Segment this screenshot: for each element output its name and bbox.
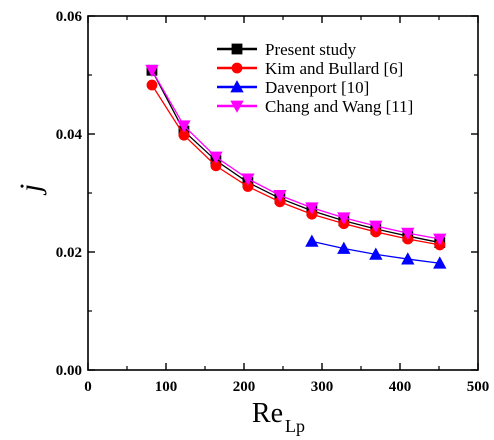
x-tick-label: 500 [467, 379, 490, 395]
axis-ticks: 0 100 200 300 400 500 0.00 0.02 0.04 0.06 [56, 9, 490, 395]
legend-label: Davenport [10] [265, 78, 369, 97]
series-4 [145, 64, 447, 246]
data-point [401, 227, 415, 240]
x-tick-label: 100 [155, 379, 178, 395]
legend-item: Davenport [10] [217, 78, 369, 97]
series-3 [305, 234, 447, 269]
legend-marker [231, 43, 243, 55]
data-point [337, 212, 351, 225]
series-line [151, 69, 440, 240]
x-tick-label: 200 [233, 379, 256, 395]
data-point [433, 256, 447, 269]
data-point [305, 202, 319, 215]
x-tick-label: 0 [84, 379, 92, 395]
x-axis-label: Re [252, 398, 283, 429]
data-point [337, 241, 351, 254]
data-point [241, 173, 255, 186]
legend-marker [230, 100, 244, 113]
legend-item: Chang and Wang [11] [217, 97, 413, 116]
series-line [151, 69, 440, 244]
x-axis-label-subscript: Lp [285, 416, 305, 436]
data-point [145, 64, 159, 78]
data-point [177, 120, 191, 133]
y-tick-label: 0.00 [56, 363, 82, 379]
legend-label: Kim and Bullard [6] [265, 59, 403, 78]
data-point [305, 234, 319, 247]
x-tick-label: 300 [311, 379, 334, 395]
legend-marker [231, 62, 243, 74]
x-tick-label: 400 [389, 379, 412, 395]
y-tick-label: 0.06 [56, 9, 83, 25]
data-point [209, 151, 223, 164]
data-point [369, 247, 383, 260]
data-point [273, 189, 287, 203]
data-point [401, 252, 415, 265]
legend-item: Present study [217, 40, 357, 59]
legend-label: Chang and Wang [11] [265, 97, 413, 116]
y-tick-label: 0.02 [56, 245, 82, 261]
series-line [151, 84, 440, 246]
legend-marker [230, 80, 244, 93]
legend-label: Present study [265, 40, 357, 59]
y-axis-label: j [14, 184, 47, 196]
data-point [433, 233, 447, 246]
series-layer [145, 64, 447, 269]
y-tick-label: 0.04 [56, 127, 83, 143]
data-point [369, 220, 383, 233]
data-point [146, 79, 158, 91]
legend-item: Kim and Bullard [6] [217, 59, 403, 78]
